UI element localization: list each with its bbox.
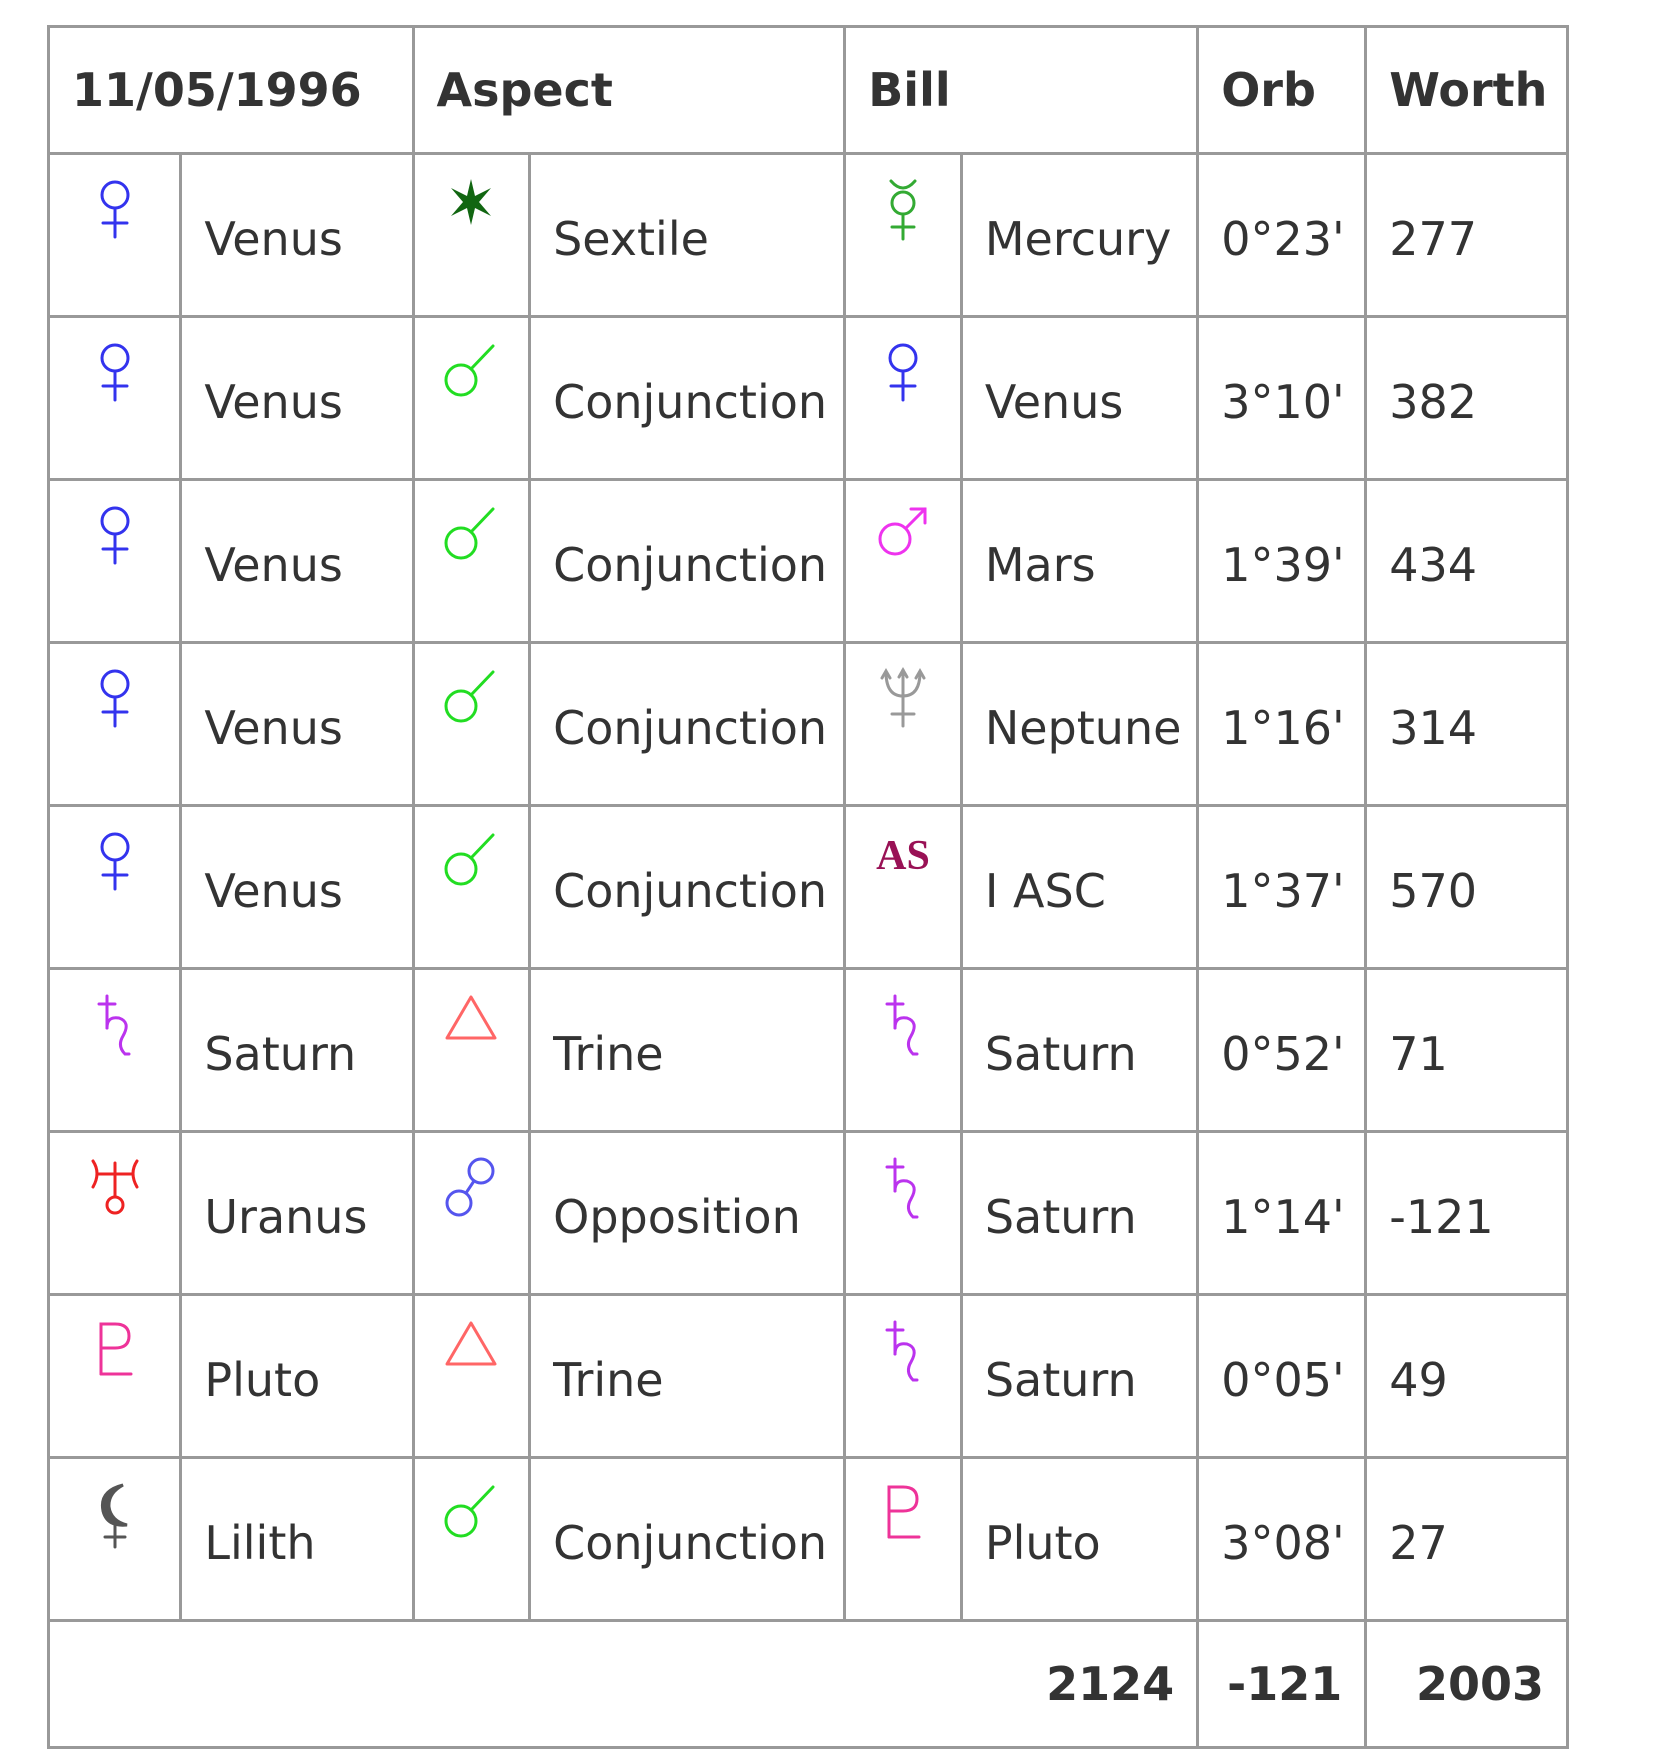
planet2-name: Pluto xyxy=(959,1456,1200,1622)
header-orb: Orb xyxy=(1196,25,1368,155)
planet2-name: Saturn xyxy=(959,1130,1200,1296)
planet1-name: Venus xyxy=(179,315,415,481)
header-worth: Worth xyxy=(1364,25,1569,155)
worth-value: 382 xyxy=(1364,315,1569,481)
total-net: 2003 xyxy=(1364,1619,1569,1749)
ascendant-icon: AS xyxy=(843,804,963,970)
venus-icon xyxy=(46,315,183,481)
aspect-name: Conjunction xyxy=(528,478,847,644)
totals-row: 2124 -121 2003 xyxy=(46,1619,1569,1749)
saturn-icon xyxy=(843,967,963,1133)
mercury-icon xyxy=(843,152,963,318)
table-row: Venus Conjunction Venus 3°10' 382 xyxy=(46,315,1569,481)
orb-value: 0°52' xyxy=(1196,967,1368,1133)
planet2-name: Mercury xyxy=(959,152,1200,318)
conjunction-icon xyxy=(411,315,532,481)
lilith-icon xyxy=(46,1456,183,1622)
orb-value: 3°08' xyxy=(1196,1456,1368,1622)
trine-icon xyxy=(411,1293,532,1459)
saturn-icon xyxy=(843,1130,963,1296)
uranus-icon xyxy=(46,1130,183,1296)
planet1-name: Saturn xyxy=(179,967,415,1133)
header-date: 11/05/1996 xyxy=(47,25,415,155)
mars-icon xyxy=(843,478,963,644)
header-row: 11/05/1996 Aspect Bill Orb Worth xyxy=(47,25,1569,155)
orb-value: 0°23' xyxy=(1196,152,1368,318)
aspect-table: 11/05/1996 Aspect Bill Orb Worth Venus S… xyxy=(46,25,1569,1749)
conjunction-icon xyxy=(411,804,532,970)
table-row: Venus Conjunction Mars 1°39' 434 xyxy=(46,478,1569,644)
orb-value: 1°39' xyxy=(1196,478,1368,644)
aspect-name: Conjunction xyxy=(528,641,847,807)
orb-value: 1°16' xyxy=(1196,641,1368,807)
aspect-name: Conjunction xyxy=(528,1456,847,1622)
planet1-name: Venus xyxy=(179,152,415,318)
orb-value: 1°14' xyxy=(1196,1130,1368,1296)
svg-text:AS: AS xyxy=(876,833,930,879)
planet1-name: Uranus xyxy=(179,1130,415,1296)
venus-icon xyxy=(46,641,183,807)
planet2-name: Venus xyxy=(959,315,1200,481)
planet1-name: Lilith xyxy=(179,1456,415,1622)
table-row: Venus Conjunction Neptune 1°16' 314 xyxy=(46,641,1569,807)
planet2-name: Mars xyxy=(959,478,1200,644)
aspect-name: Sextile xyxy=(528,152,847,318)
total-positive: 2124 xyxy=(46,1619,1200,1749)
worth-value: 49 xyxy=(1364,1293,1569,1459)
orb-value: 1°37' xyxy=(1196,804,1368,970)
pluto-icon xyxy=(843,1456,963,1622)
planet1-name: Pluto xyxy=(179,1293,415,1459)
conjunction-icon xyxy=(411,641,532,807)
worth-value: 277 xyxy=(1364,152,1569,318)
orb-value: 3°10' xyxy=(1196,315,1368,481)
worth-value: 71 xyxy=(1364,967,1569,1133)
table-row: Pluto Trine Saturn 0°05' 49 xyxy=(46,1293,1569,1459)
worth-value: 314 xyxy=(1364,641,1569,807)
table-row: Venus Conjunction AS I ASC 1°37' 570 xyxy=(46,804,1569,970)
opposition-icon xyxy=(411,1130,532,1296)
aspect-name: Trine xyxy=(528,967,847,1133)
saturn-icon xyxy=(843,1293,963,1459)
table-row: Venus Sextile Mercury 0°23' 277 xyxy=(46,152,1569,318)
sextile-icon xyxy=(411,152,532,318)
planet2-name: Neptune xyxy=(959,641,1200,807)
planet1-name: Venus xyxy=(179,804,415,970)
venus-icon xyxy=(46,152,183,318)
venus-icon xyxy=(46,804,183,970)
table-row: Lilith Conjunction Pluto 3°08' 27 xyxy=(46,1456,1569,1622)
planet2-name: I ASC xyxy=(959,804,1200,970)
header-person: Bill xyxy=(843,25,1200,155)
planet1-name: Venus xyxy=(179,641,415,807)
trine-icon xyxy=(411,967,532,1133)
aspect-name: Conjunction xyxy=(528,804,847,970)
planet2-name: Saturn xyxy=(959,1293,1200,1459)
planet2-name: Saturn xyxy=(959,967,1200,1133)
planet1-name: Venus xyxy=(179,478,415,644)
worth-value: 434 xyxy=(1364,478,1569,644)
aspect-name: Opposition xyxy=(528,1130,847,1296)
neptune-icon xyxy=(843,641,963,807)
aspect-name: Trine xyxy=(528,1293,847,1459)
table-row: Uranus Opposition Saturn 1°14' -121 xyxy=(46,1130,1569,1296)
header-aspect: Aspect xyxy=(411,25,847,155)
worth-value: 570 xyxy=(1364,804,1569,970)
worth-value: 27 xyxy=(1364,1456,1569,1622)
aspect-name: Conjunction xyxy=(528,315,847,481)
orb-value: 0°05' xyxy=(1196,1293,1368,1459)
worth-value: -121 xyxy=(1364,1130,1569,1296)
saturn-icon xyxy=(46,967,183,1133)
venus-icon xyxy=(46,478,183,644)
conjunction-icon xyxy=(411,478,532,644)
venus-icon xyxy=(843,315,963,481)
conjunction-icon xyxy=(411,1456,532,1622)
total-negative: -121 xyxy=(1196,1619,1368,1749)
pluto-icon xyxy=(46,1293,183,1459)
table-row: Saturn Trine Saturn 0°52' 71 xyxy=(46,967,1569,1133)
